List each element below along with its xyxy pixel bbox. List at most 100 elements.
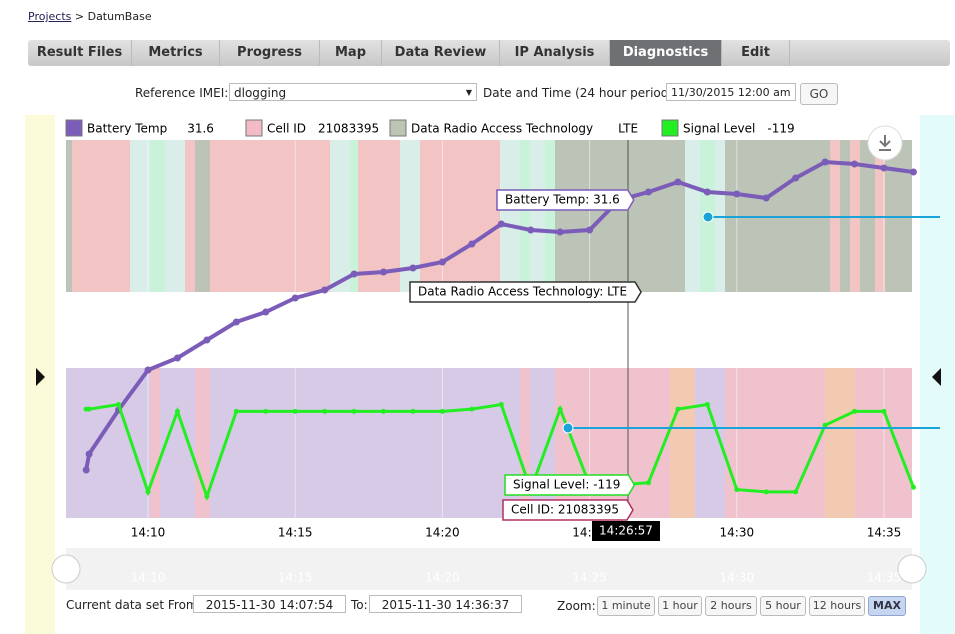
technology-band — [350, 140, 358, 292]
technology-band — [685, 140, 700, 292]
technology-band — [330, 140, 350, 292]
navigator-label: 14:10 — [131, 571, 166, 585]
from-input[interactable]: 2015-11-30 14:07:54 — [193, 595, 346, 613]
series-line — [84, 159, 914, 471]
series-point — [174, 408, 180, 414]
tab[interactable]: Edit — [722, 40, 790, 66]
tab[interactable]: Result Files — [28, 40, 132, 66]
imei-label: Reference IMEI: — [135, 86, 229, 100]
zoom-button[interactable]: 5 hour — [760, 596, 806, 616]
cell-band — [195, 368, 210, 518]
zoom-button[interactable]: 12 hours — [809, 596, 865, 616]
tooltip-text: Cell ID: 21083395 — [511, 503, 619, 517]
series-point — [351, 408, 357, 414]
time-tag — [592, 521, 660, 541]
technology-band — [400, 140, 420, 292]
breadcrumb-link[interactable]: Projects — [28, 10, 72, 23]
series-point — [909, 168, 917, 176]
series-point — [321, 286, 329, 294]
to-input[interactable]: 2015-11-30 14:36:37 — [369, 595, 522, 613]
nav-handle-left[interactable] — [51, 554, 81, 584]
tooltip-text: Signal Level: -119 — [513, 478, 620, 492]
zoom-label: Zoom: — [557, 599, 596, 613]
series-point — [822, 422, 828, 428]
series-point — [910, 484, 916, 490]
zoom-button[interactable]: MAX — [868, 596, 906, 616]
cell-band — [725, 368, 825, 518]
legend-value: 21083395 — [318, 122, 379, 136]
x-tick-label: 14:10 — [131, 526, 166, 540]
zoom-button[interactable]: 1 minute — [597, 596, 655, 616]
series-point — [734, 487, 740, 493]
series-point — [439, 408, 445, 414]
tab[interactable]: Data Review — [382, 40, 500, 66]
go-button[interactable]: GO — [800, 83, 838, 105]
series-point — [733, 190, 741, 198]
series-point — [498, 402, 504, 407]
cell-band — [520, 368, 530, 518]
tooltip-box — [496, 189, 635, 211]
series-point — [204, 494, 210, 499]
breadcrumb-sep: > — [74, 10, 85, 23]
technology-band — [358, 140, 500, 292]
tab[interactable]: Map — [320, 40, 382, 66]
legend-name: Battery Temp — [87, 122, 167, 136]
bands — [66, 140, 912, 518]
series-point — [674, 178, 682, 186]
series-line — [86, 402, 915, 502]
series-point — [203, 336, 211, 344]
pointer-dot — [562, 422, 574, 434]
zoom-button[interactable]: 1 hour — [658, 596, 702, 616]
technology-band — [520, 140, 530, 292]
series-point — [322, 408, 328, 414]
series-point — [763, 489, 769, 495]
series-point — [438, 258, 446, 266]
legend-value: LTE — [618, 122, 638, 136]
tooltip-box — [409, 281, 642, 303]
imei-select[interactable]: dlogging ▼ — [229, 83, 477, 101]
technology-band — [150, 140, 165, 292]
tab[interactable]: Metrics — [132, 40, 220, 66]
right-arrow[interactable] — [932, 368, 941, 386]
series-point — [704, 402, 710, 407]
tooltip-text: Battery Temp: 31.6 — [505, 193, 620, 207]
x-tick-label: 14:15 — [278, 526, 313, 540]
series-point — [851, 160, 859, 168]
series-point — [291, 294, 299, 302]
to-label: To: — [351, 598, 368, 612]
legend-name: Signal Level — [683, 122, 755, 136]
tab[interactable]: IP Analysis — [500, 40, 610, 66]
technology-band — [545, 140, 555, 292]
series-point — [469, 406, 475, 412]
from-label: Current data set From: — [66, 598, 202, 612]
download-icon — [879, 135, 891, 151]
series-point — [880, 164, 888, 172]
series-point — [380, 268, 388, 276]
tooltip-text: Data Radio Access Technology: LTE — [418, 285, 627, 299]
legend-name: Cell ID — [267, 122, 306, 136]
series-point — [233, 408, 239, 414]
tab[interactable]: Progress — [220, 40, 320, 66]
series-point — [468, 240, 476, 248]
series-point — [556, 228, 564, 236]
series-point — [762, 194, 770, 202]
nav-handle-right[interactable] — [897, 554, 927, 584]
x-tick-label: 14:35 — [867, 526, 902, 540]
technology-band — [210, 140, 330, 292]
series-point — [262, 308, 270, 316]
left-arrow[interactable] — [36, 368, 45, 386]
series-point — [881, 408, 887, 414]
technology-band — [66, 140, 72, 292]
series-point — [497, 220, 505, 228]
tab[interactable]: Diagnostics — [610, 40, 722, 66]
navigator[interactable] — [66, 548, 912, 590]
tooltip-box — [504, 474, 636, 496]
zoom-button[interactable]: 2 hours — [705, 596, 757, 616]
technology-band — [165, 140, 185, 292]
navigator-label: 14:30 — [720, 571, 755, 585]
cell-band — [66, 368, 555, 518]
series-point — [703, 188, 711, 196]
date-input[interactable]: 11/30/2015 12:00 am — [666, 83, 796, 101]
cell-band — [150, 368, 160, 518]
